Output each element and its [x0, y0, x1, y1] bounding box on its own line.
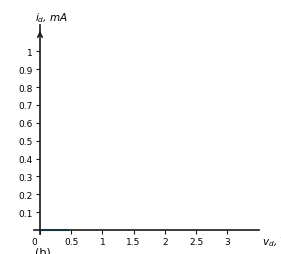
Text: $v_d$, V: $v_d$, V — [262, 234, 281, 248]
Text: 0: 0 — [32, 237, 37, 246]
Text: (b): (b) — [35, 246, 51, 254]
Text: $i_d$, mA: $i_d$, mA — [35, 12, 68, 25]
